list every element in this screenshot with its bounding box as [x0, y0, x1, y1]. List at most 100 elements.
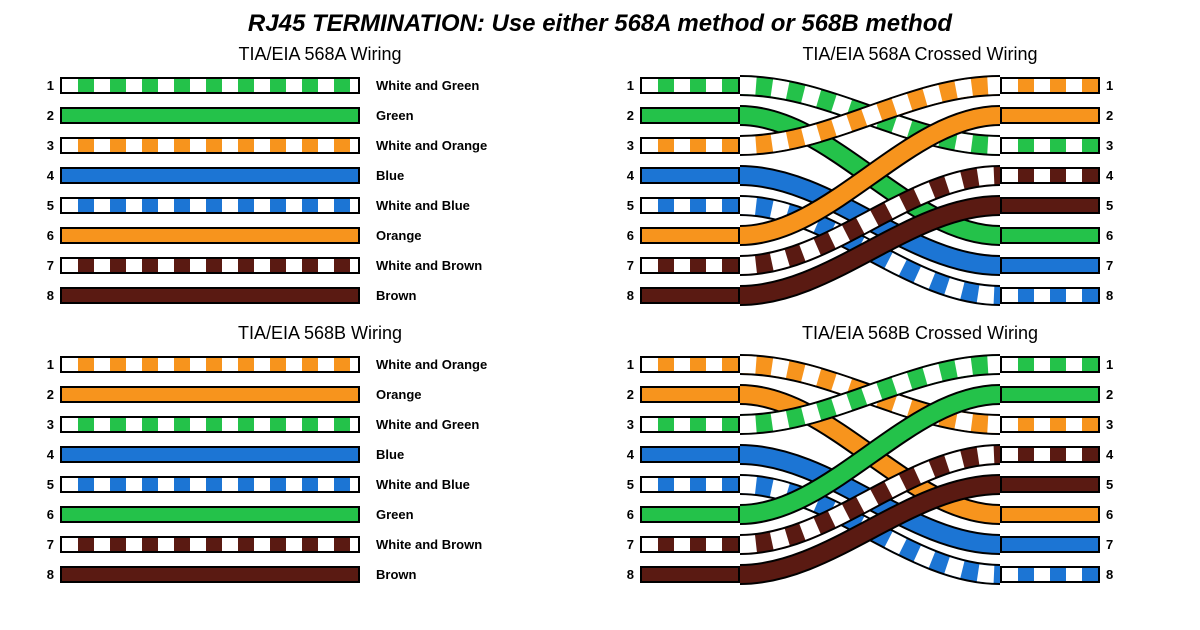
wire-row: 2 Green [40, 103, 600, 128]
pin-number: 4 [620, 447, 640, 462]
pin-number: 3 [1100, 138, 1120, 153]
wire-label: Blue [360, 168, 404, 183]
wire-label: Green [360, 507, 414, 522]
pin-number: 7 [1100, 537, 1120, 552]
wire-color-bar [1000, 506, 1100, 523]
wire-color-bar [60, 566, 360, 583]
wire-color-bar [640, 167, 740, 184]
pin-number: 4 [40, 168, 60, 183]
pin-number: 4 [620, 168, 640, 183]
pin-number: 1 [1100, 357, 1120, 372]
pin-number: 2 [1100, 108, 1120, 123]
wire-row: 5White and Blue [40, 193, 600, 218]
pin-number: 2 [40, 108, 60, 123]
wire-row: 4 Blue [40, 163, 600, 188]
cross-connections [740, 73, 1000, 313]
wire-label: White and Green [360, 78, 479, 93]
pin-number: 3 [40, 417, 60, 432]
wire-row: 8 [620, 283, 740, 308]
pin-number: 4 [1100, 168, 1120, 183]
panel-568b-crossed: TIA/EIA 568B Crossed Wiring 123456781234… [620, 323, 1200, 592]
diagram-grid: TIA/EIA 568A Wiring 1White and Green2Gre… [0, 44, 1200, 592]
wire-color-bar [1000, 137, 1100, 154]
wire-row: 8 [620, 562, 740, 587]
wire-color-bar [60, 137, 360, 154]
wire-list: 1White and Orange2Orange3White and Green… [40, 352, 600, 587]
wire-row: 7White and Brown [40, 253, 600, 278]
pin-number: 3 [40, 138, 60, 153]
cross-body: 1234567812345678 [620, 352, 1200, 592]
wire-color-bar [1000, 287, 1100, 304]
wire-row: 4 [620, 442, 740, 467]
pin-number: 8 [40, 288, 60, 303]
pin-number: 1 [620, 78, 640, 93]
wire-row: 5 [620, 193, 740, 218]
wire-row: 1 [1000, 352, 1120, 377]
wire-row: 1White and Orange [40, 352, 600, 377]
wire-label: White and Orange [360, 138, 487, 153]
wire-color-bar [60, 446, 360, 463]
pin-number: 8 [1100, 288, 1120, 303]
wire-label: Green [360, 108, 414, 123]
pin-number: 5 [1100, 198, 1120, 213]
pin-number: 8 [40, 567, 60, 582]
wire-row: 1White and Green [40, 73, 600, 98]
pin-number: 6 [40, 507, 60, 522]
wire-color-bar [60, 476, 360, 493]
wire-row: 4 [1000, 442, 1120, 467]
panel-title: TIA/EIA 568B Wiring [40, 323, 600, 344]
wire-color-bar [640, 416, 740, 433]
wire-color-bar [640, 227, 740, 244]
wire-color-bar [640, 137, 740, 154]
wire-color-bar [60, 227, 360, 244]
wire-row: 6 [620, 223, 740, 248]
wire-color-bar [60, 257, 360, 274]
wire-row: 5 [1000, 193, 1120, 218]
pin-number: 6 [620, 228, 640, 243]
wire-color-bar [640, 107, 740, 124]
wire-label: Blue [360, 447, 404, 462]
pin-number: 1 [620, 357, 640, 372]
wire-row: 5 [620, 472, 740, 497]
wire-row: 8Brown [40, 283, 600, 308]
pin-number: 7 [1100, 258, 1120, 273]
wire-color-bar [1000, 107, 1100, 124]
wire-color-bar [60, 506, 360, 523]
wire-color-bar [1000, 77, 1100, 94]
wire-row: 2 [620, 103, 740, 128]
wire-color-bar [640, 536, 740, 553]
wire-row: 3 [620, 133, 740, 158]
wire-row: 7 [1000, 253, 1120, 278]
wire-label: Orange [360, 228, 422, 243]
wire-row: 2 [1000, 382, 1120, 407]
panel-568a-crossed: TIA/EIA 568A Crossed Wiring 123456781234… [620, 44, 1200, 313]
wire-list: 1White and Green 2 Green 3 White and Orange 4… [40, 73, 600, 308]
panel-title: TIA/EIA 568B Crossed Wiring [620, 323, 1200, 344]
pin-number: 2 [620, 108, 640, 123]
cross-body: 1234567812345678 [620, 73, 1200, 313]
pin-number: 7 [40, 258, 60, 273]
pin-number: 3 [620, 417, 640, 432]
pin-number: 8 [1100, 567, 1120, 582]
wire-color-bar [1000, 167, 1100, 184]
wire-color-bar [640, 257, 740, 274]
panel-title: TIA/EIA 568A Wiring [40, 44, 600, 65]
wire-color-bar [1000, 446, 1100, 463]
wire-color-bar [640, 386, 740, 403]
cross-left-column: 12345678 [620, 352, 740, 592]
wire-color-bar [1000, 257, 1100, 274]
panel-568a-straight: TIA/EIA 568A Wiring 1White and Green 2 Gre… [40, 44, 600, 313]
pin-number: 7 [620, 537, 640, 552]
wire-row: 4 [1000, 163, 1120, 188]
pin-number: 5 [620, 477, 640, 492]
wire-color-bar [640, 566, 740, 583]
wire-color-bar [60, 167, 360, 184]
pin-number: 6 [40, 228, 60, 243]
wire-color-bar [60, 107, 360, 124]
wire-row: 6 [620, 502, 740, 527]
pin-number: 5 [40, 477, 60, 492]
wire-color-bar [60, 356, 360, 373]
wire-row: 3 [1000, 133, 1120, 158]
cross-connections [740, 352, 1000, 592]
pin-number: 1 [40, 357, 60, 372]
